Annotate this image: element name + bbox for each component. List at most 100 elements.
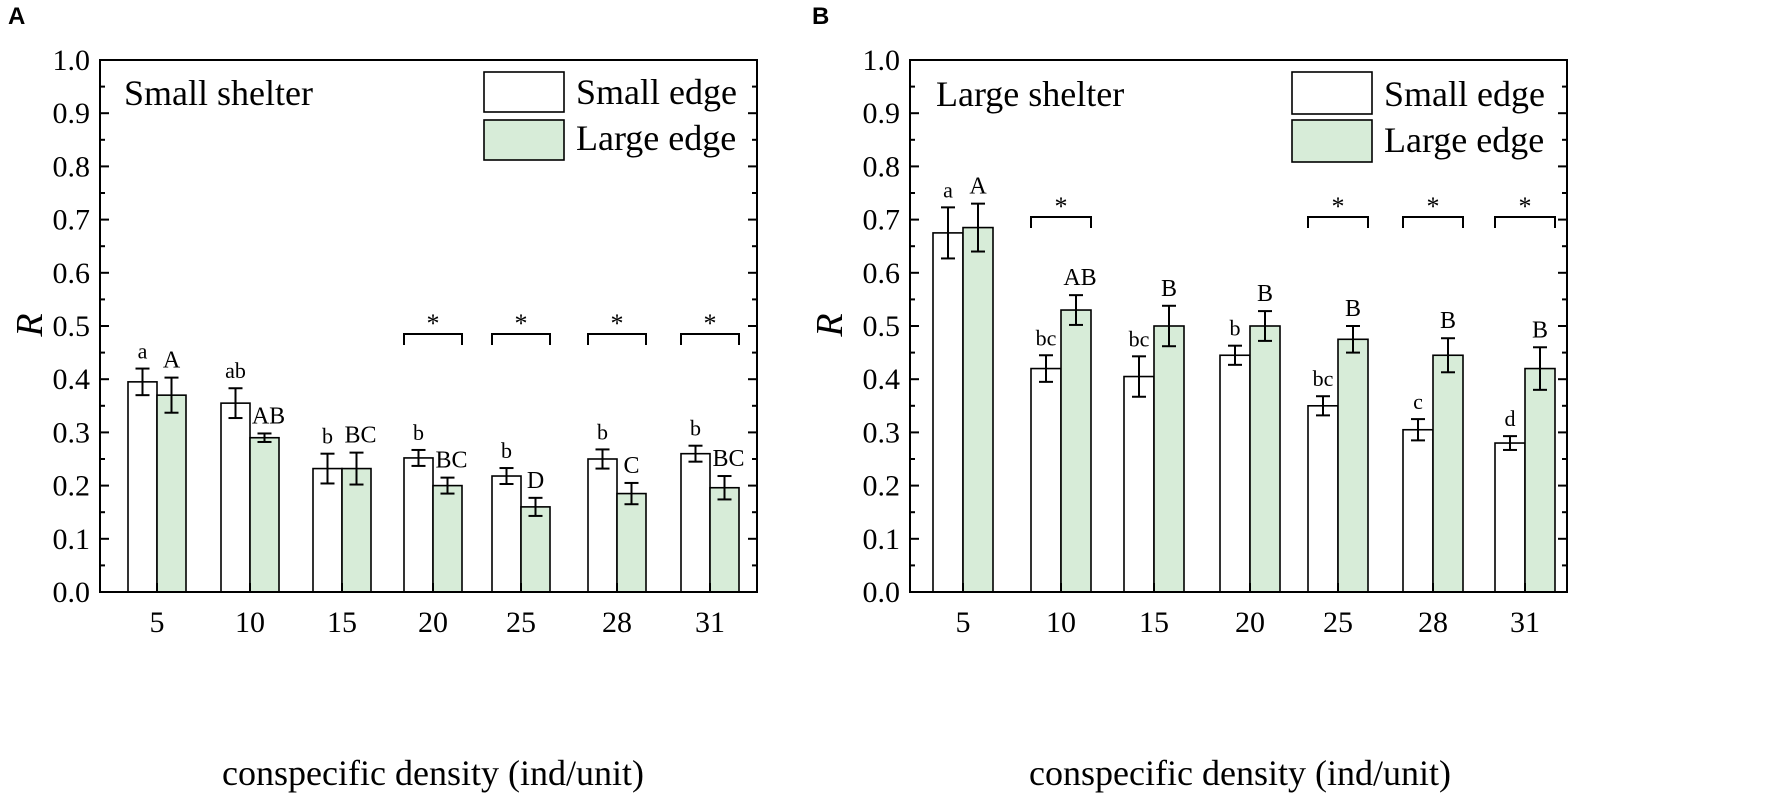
- panel-b-group-letter-small-edge: b: [1230, 316, 1241, 341]
- legend-label-small-edge: Small edge: [576, 72, 737, 112]
- panel-a-x-axis-label: conspecific density (ind/unit): [222, 753, 644, 793]
- panel-a-group-letter-large-edge: C: [623, 453, 639, 479]
- panel-a-group-letter-small-edge: b: [690, 416, 701, 441]
- legend-label-large-edge: Large edge: [576, 118, 736, 158]
- panel-b-y-tick-label: 1.0: [863, 44, 901, 77]
- panel-a-bar-large-edge: [432, 484, 463, 593]
- panel-b-significance-bracket: [1307, 215, 1369, 228]
- panel-b-group-letter-large-edge: AB: [1063, 265, 1096, 291]
- panel-b-chart: B R conspecific density (ind/unit) Large…: [809, 3, 1568, 793]
- panel-b-x-axis-label: conspecific density (ind/unit): [1029, 753, 1451, 793]
- panel-b-group-letter-small-edge: a: [943, 177, 953, 202]
- panel-a-bar-large-edge: [709, 486, 740, 593]
- panel-a-group-letter-large-edge: BC: [435, 448, 467, 474]
- panel-b-bar-large-edge: [1249, 325, 1281, 593]
- panel-a-y-tick-label: 0.2: [53, 470, 91, 503]
- panel-a-bar-small-edge: [220, 402, 251, 593]
- panel-a-y-tick-label: 0.3: [53, 416, 91, 449]
- panel-b-significance-bracket: [1402, 215, 1464, 228]
- panel-a-group-letter-small-edge: b: [413, 420, 424, 445]
- panel-a-significance-bracket: [587, 332, 647, 345]
- panel-a-y-tick-label: 0.4: [53, 363, 91, 396]
- panel-a-group-letter-small-edge: b: [322, 424, 333, 449]
- panel-a-group-letter-small-edge: a: [138, 339, 148, 364]
- panel-b-group-letter-small-edge: bc: [1036, 325, 1057, 350]
- panel-a-significance-bracket: [491, 332, 551, 345]
- panel-b-y-tick-label: 0.5: [863, 310, 901, 343]
- panel-b-x-ticks: 5 10 15 20 25 28 31: [956, 583, 1540, 639]
- panel-b-bar-small-edge: [932, 232, 964, 593]
- panel-a-bar-small-edge: [680, 452, 711, 593]
- panel-b-significance-star: *: [1427, 192, 1440, 221]
- panel-a-y-tick-label: 0.0: [53, 576, 91, 609]
- panel-a-x-ticks: 5 10 15 20 25 28 31: [150, 583, 725, 639]
- panel-b-group-letter-small-edge: bc: [1313, 366, 1334, 391]
- panel-a-y-tick-label: 1.0: [53, 44, 91, 77]
- panel-b-y-tick-label: 0.2: [863, 470, 901, 503]
- panel-b-y-tick-label: 0.4: [863, 363, 901, 396]
- panel-a-x-tick-label: 15: [327, 606, 357, 639]
- legend-swatch-small-edge: [1291, 71, 1373, 115]
- panel-b-bar-large-edge: [1432, 354, 1464, 593]
- panel-a-group-letter-large-edge: D: [527, 468, 544, 494]
- panel-a-significance-star: *: [611, 309, 624, 338]
- panel-a-x-tick-label: 20: [418, 606, 448, 639]
- panel-a-significance-bracket: [403, 332, 463, 345]
- panel-a-letter: A: [8, 3, 25, 30]
- panel-b-significance-bracket: [1494, 215, 1556, 228]
- panel-b-bar-large-edge: [962, 226, 994, 593]
- panel-a-bar-small-edge: [127, 381, 158, 593]
- panel-b-bar-small-edge: [1494, 442, 1526, 593]
- panel-b-bar-small-edge: [1307, 404, 1339, 593]
- panel-a-chart: A R conspecific density (ind/unit) Small…: [8, 3, 758, 793]
- panel-b-y-tick-label: 0.3: [863, 416, 901, 449]
- panel-a-group-letter-large-edge: A: [163, 348, 181, 374]
- panel-b-group-letter-large-edge: B: [1257, 281, 1273, 307]
- panel-b-significance-star: *: [1519, 192, 1532, 221]
- panel-a-y-tick-label: 0.8: [53, 150, 91, 183]
- panel-a-significance-star: *: [704, 309, 717, 338]
- panel-a-group-letter-large-edge: BC: [344, 423, 376, 449]
- panel-b-group-letter-small-edge: bc: [1129, 326, 1150, 351]
- panel-b-bar-small-edge: [1219, 354, 1251, 593]
- legend-label-small-edge: Small edge: [1384, 74, 1545, 114]
- panel-b-bar-small-edge: [1402, 428, 1434, 593]
- panel-a-bar-small-edge: [491, 475, 522, 593]
- panel-a-y-tick-label: 0.9: [53, 97, 91, 130]
- panel-b-significance: * * * *: [1030, 192, 1556, 228]
- panel-b-y-tick-label: 0.7: [863, 204, 901, 237]
- panel-b-x-tick-label: 20: [1235, 606, 1265, 639]
- panel-b-y-ticks: 0.0 0.1 0.2 0.3 0.4 0.5 0.6 0.7 0.8 0.9 1.0: [863, 44, 1567, 609]
- panel-b-bar-large-edge: [1337, 338, 1369, 593]
- panel-a-y-axis-label: R: [9, 313, 51, 337]
- panel-b-significance-star: *: [1332, 192, 1345, 221]
- panel-a-plot-frame: [99, 59, 758, 593]
- panel-a-group-letter-large-edge: BC: [712, 446, 744, 472]
- panel-a-x-tick-label: 5: [150, 606, 165, 639]
- panel-b-x-tick-label: 28: [1418, 606, 1448, 639]
- panel-a-significance-star: *: [515, 309, 528, 338]
- panel-a-group-letter-small-edge: ab: [225, 358, 246, 383]
- panel-b-group-letter-large-edge: B: [1440, 308, 1456, 334]
- panel-a-title: Small shelter: [124, 73, 313, 113]
- panel-b-x-tick-label: 15: [1139, 606, 1169, 639]
- panel-b-y-tick-label: 0.9: [863, 97, 901, 130]
- legend-swatch-large-edge: [483, 119, 565, 161]
- panel-b-bar-large-edge: [1060, 309, 1092, 593]
- panel-b-y-axis-label: R: [809, 313, 851, 337]
- panel-b-x-tick-label: 25: [1323, 606, 1353, 639]
- panel-a-group-letter-small-edge: b: [597, 419, 608, 444]
- panel-a-x-tick-label: 31: [695, 606, 725, 639]
- panel-b-group-letter-large-edge: B: [1532, 317, 1548, 343]
- panel-a-x-tick-label: 10: [235, 606, 265, 639]
- panel-a-y-ticks: 0.0 0.1 0.2 0.3 0.4 0.5 0.6 0.7 0.8 0.9 1.0: [53, 44, 757, 609]
- panel-b-bar-small-edge: [1123, 375, 1155, 593]
- panel-a-bar-small-edge: [587, 458, 618, 593]
- panel-a-bar-small-edge: [312, 467, 343, 593]
- panel-b-x-tick-label: 5: [956, 606, 971, 639]
- panel-a-significance: * * * *: [403, 309, 740, 345]
- panel-b-x-tick-label: 10: [1046, 606, 1076, 639]
- panel-b-title: Large shelter: [936, 74, 1124, 114]
